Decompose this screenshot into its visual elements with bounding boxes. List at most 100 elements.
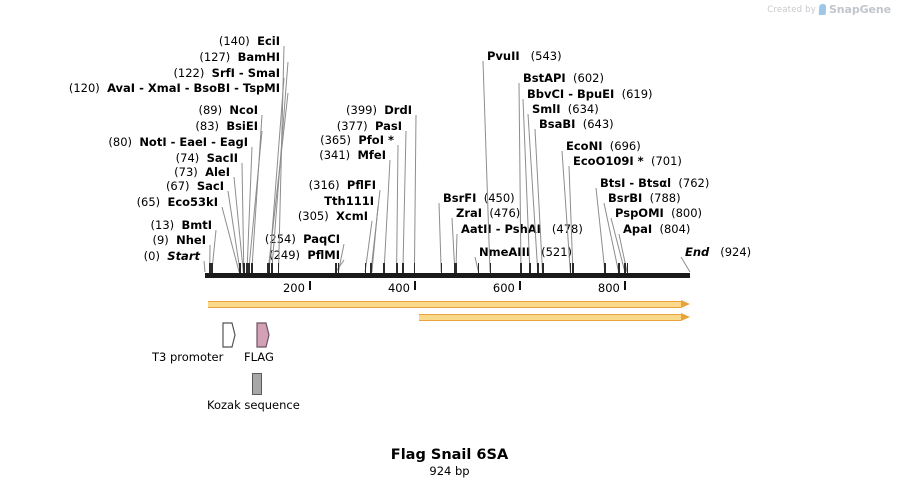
enzyme-label-bamHI: (127) BamHI bbox=[199, 50, 280, 64]
snapgene-logo-icon bbox=[818, 4, 827, 15]
feature-label: FLAG bbox=[244, 350, 274, 364]
enzyme-label-sacII: (74) SacII bbox=[175, 151, 238, 165]
cut-site-tick bbox=[520, 263, 522, 273]
cut-site-tick bbox=[246, 263, 248, 273]
leader-line-mfeI bbox=[383, 159, 391, 273]
leader-line-tth111I bbox=[371, 205, 379, 273]
ruler-tick-400 bbox=[413, 281, 417, 290]
orf-arrow-orf-1 bbox=[208, 300, 690, 309]
arrow-head bbox=[681, 300, 690, 308]
cut-site-tick bbox=[572, 263, 574, 273]
leader-line-bsrFI bbox=[438, 202, 442, 273]
cut-site-tick bbox=[542, 263, 544, 273]
cut-site-tick bbox=[477, 263, 480, 273]
ruler-label-600: 600 bbox=[492, 281, 515, 295]
enzyme-label-eciI: (140) EciI bbox=[218, 34, 280, 48]
cut-site-tick bbox=[337, 263, 340, 273]
ruler-tick-800 bbox=[623, 281, 627, 290]
enzyme-label-pvuII: PvuII (543) bbox=[487, 49, 562, 63]
enzyme-label-start: (0) Start bbox=[143, 249, 200, 263]
ruler-label-800: 800 bbox=[597, 281, 620, 295]
cut-site-tick bbox=[335, 263, 337, 273]
snapgene-watermark: Created by SnapGene bbox=[767, 3, 891, 16]
enzyme-label-pflMI: (249) PflMI bbox=[269, 248, 340, 262]
cut-site-tick bbox=[277, 263, 280, 273]
enzyme-label-bbvCI: BbvCI - BpuEI (619) bbox=[527, 87, 653, 101]
enzyme-label-bmtI: (13) BmtI bbox=[150, 218, 212, 232]
enzyme-label-bsaBI: BsaBI (643) bbox=[539, 117, 614, 131]
feature-glyph-arrow-right-outline bbox=[222, 322, 236, 352]
enzyme-label-xcmI: (305) XcmI bbox=[297, 209, 368, 223]
cut-site-tick bbox=[239, 263, 242, 273]
feature-label: Kozak sequence bbox=[207, 398, 300, 412]
cut-site-tick bbox=[626, 263, 628, 273]
cut-site-tick bbox=[242, 263, 245, 273]
cut-site-tick bbox=[604, 263, 606, 273]
enzyme-label-pspOMI: PspOMI (800) bbox=[615, 206, 703, 220]
enzyme-label-btsI: BtsI - Btsαl (762) bbox=[600, 176, 710, 190]
enzyme-label-apaI: ApaI (804) bbox=[623, 222, 691, 236]
cut-site-tick bbox=[248, 263, 250, 273]
page-title: Flag Snail 6SA bbox=[390, 447, 509, 463]
enzyme-label-avaI: (120) AvaI - XmaI - BsoBI - TspMI bbox=[68, 81, 280, 95]
ruler-tick-200 bbox=[308, 281, 312, 290]
cut-site-tick bbox=[383, 263, 385, 273]
leader-line-drdI bbox=[413, 114, 417, 273]
enzyme-label-ncoI: (89) NcoI bbox=[198, 103, 258, 117]
cut-site-tick bbox=[271, 263, 273, 273]
feature-glyph-arrow-right-filled bbox=[256, 322, 270, 352]
cut-site-tick bbox=[370, 263, 372, 273]
feature-arrow-icon bbox=[256, 322, 270, 348]
cut-site-tick bbox=[618, 263, 620, 273]
cut-site-tick bbox=[413, 263, 416, 273]
cut-site-tick bbox=[209, 263, 211, 273]
leader-line-end bbox=[680, 256, 691, 273]
enzyme-label-sacI: (67) SacI bbox=[165, 179, 224, 193]
enzyme-label-eco53kI: (65) Eco53kI bbox=[136, 195, 218, 209]
feature-arrow-icon bbox=[222, 322, 236, 348]
leader-line-start bbox=[203, 260, 206, 273]
orf-arrow-orf-2 bbox=[419, 313, 690, 322]
cut-site-tick bbox=[238, 263, 241, 273]
kozak-rect-icon bbox=[252, 373, 262, 395]
enzyme-label-end: End (924) bbox=[685, 245, 752, 259]
ruler-label-400: 400 bbox=[387, 281, 410, 295]
enzyme-label-tth111I: Tth111I bbox=[324, 194, 374, 208]
cut-site-tick bbox=[396, 263, 398, 273]
enzyme-label-ecoO109I: EcoO109I * (701) bbox=[573, 154, 682, 168]
enzyme-label-pasI: (377) PasI bbox=[336, 119, 402, 133]
cut-site-tick bbox=[268, 263, 271, 273]
enzyme-label-srfI: (122) SrfI - SmaI bbox=[173, 66, 280, 80]
cut-site-tick bbox=[402, 263, 404, 273]
cut-site-tick bbox=[251, 263, 253, 273]
leader-line-bstAPI bbox=[518, 82, 522, 273]
enzyme-label-mfeI: (341) MfeI bbox=[319, 148, 386, 162]
arrow-shaft bbox=[419, 314, 681, 321]
ruler-label-200: 200 bbox=[282, 281, 305, 295]
cut-site-tick bbox=[455, 263, 457, 273]
enzyme-label-aleI: (73) AleI bbox=[174, 165, 230, 179]
enzyme-label-bstAPI: BstAPI (602) bbox=[523, 71, 604, 85]
leader-line-pfoI bbox=[396, 144, 399, 273]
sequence-bar bbox=[205, 273, 690, 278]
feature-glyph-rect-filled bbox=[252, 373, 262, 399]
cut-site-tick bbox=[569, 263, 572, 273]
enzyme-label-zraI: ZraI (476) bbox=[456, 206, 521, 220]
page-subtitle: 924 bp bbox=[429, 464, 470, 478]
leader-line-btsI bbox=[595, 187, 606, 273]
enzyme-label-bsrFI: BsrFI (450) bbox=[443, 191, 515, 205]
enzyme-label-pflFI: (316) PflFI bbox=[308, 178, 376, 192]
cut-site-tick bbox=[624, 263, 626, 273]
enzyme-label-drdI: (399) DrdI bbox=[346, 103, 412, 117]
cut-site-tick bbox=[489, 263, 492, 273]
cut-site-tick bbox=[454, 263, 456, 273]
cut-site-tick bbox=[537, 263, 539, 273]
arrow-shaft bbox=[208, 301, 681, 308]
enzyme-label-notI: (80) NotI - EaeI - EagI bbox=[108, 135, 248, 149]
cut-site-tick bbox=[529, 263, 531, 273]
enzyme-label-paqCI: (254) PaqCI bbox=[264, 232, 340, 246]
enzyme-label-nmeAIII: NmeAIII (521) bbox=[479, 245, 573, 259]
leader-line-pvuII bbox=[482, 60, 491, 273]
cut-site-tick bbox=[440, 263, 443, 273]
